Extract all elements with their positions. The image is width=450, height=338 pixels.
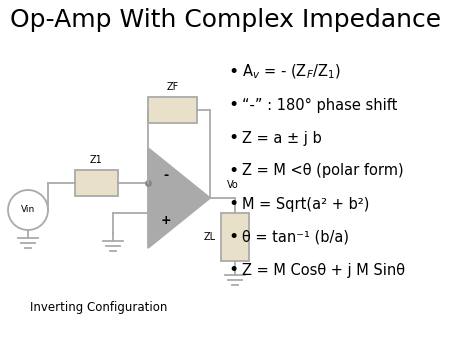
FancyBboxPatch shape xyxy=(221,213,249,261)
Text: •: • xyxy=(228,261,238,279)
Text: Z = M Cosθ + j M Sinθ: Z = M Cosθ + j M Sinθ xyxy=(242,263,405,277)
Text: Vin: Vin xyxy=(21,206,35,215)
Text: •: • xyxy=(228,129,238,147)
Text: ZF: ZF xyxy=(166,82,179,92)
Text: •: • xyxy=(228,63,238,81)
Text: •: • xyxy=(228,96,238,114)
Text: ZL: ZL xyxy=(204,232,216,242)
Text: Z = a ± j b: Z = a ± j b xyxy=(242,130,322,145)
Text: Z1: Z1 xyxy=(90,155,103,165)
Text: Z = M <θ (polar form): Z = M <θ (polar form) xyxy=(242,164,404,178)
Text: θ = tan⁻¹ (b/a): θ = tan⁻¹ (b/a) xyxy=(242,230,349,244)
Text: •: • xyxy=(228,195,238,213)
Text: -: - xyxy=(163,169,169,183)
Text: A$_v$ = - (Z$_F$/Z$_1$): A$_v$ = - (Z$_F$/Z$_1$) xyxy=(242,63,341,81)
Polygon shape xyxy=(148,148,210,248)
FancyBboxPatch shape xyxy=(148,97,197,123)
Text: M = Sqrt(a² + b²): M = Sqrt(a² + b²) xyxy=(242,196,369,212)
Text: +: + xyxy=(161,214,171,226)
Text: “-” : 180° phase shift: “-” : 180° phase shift xyxy=(242,97,397,113)
Text: Vo: Vo xyxy=(227,180,239,190)
Text: Op-Amp With Complex Impedance: Op-Amp With Complex Impedance xyxy=(10,8,441,32)
Text: •: • xyxy=(228,228,238,246)
FancyBboxPatch shape xyxy=(75,170,118,196)
Text: Inverting Configuration: Inverting Configuration xyxy=(30,301,167,314)
Text: •: • xyxy=(228,162,238,180)
